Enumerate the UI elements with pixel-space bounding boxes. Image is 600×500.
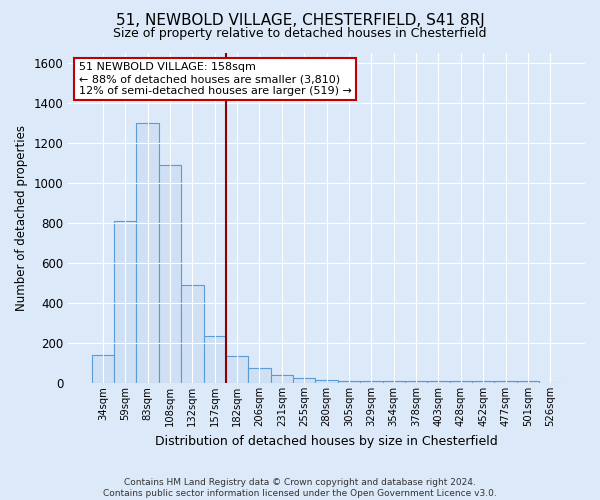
Bar (360, 381, 383, 383)
Bar (181, 285, 203, 383)
Bar (449, 381, 472, 383)
Bar (405, 381, 427, 383)
Bar (159, 164, 181, 383)
X-axis label: Distribution of detached houses by size in Chesterfield: Distribution of detached houses by size … (155, 434, 498, 448)
Bar (472, 381, 494, 383)
Bar (136, 122, 159, 383)
Text: 51, NEWBOLD VILLAGE, CHESTERFIELD, S41 8RJ: 51, NEWBOLD VILLAGE, CHESTERFIELD, S41 8… (116, 12, 484, 28)
Bar (316, 380, 338, 383)
Bar (494, 381, 517, 383)
Bar (92, 355, 114, 383)
Bar (114, 221, 136, 383)
Text: Size of property relative to detached houses in Chesterfield: Size of property relative to detached ho… (113, 28, 487, 40)
Bar (427, 381, 449, 383)
Bar (248, 368, 271, 383)
Bar (203, 336, 226, 383)
Bar (226, 356, 248, 383)
Bar (338, 381, 360, 383)
Bar (517, 381, 539, 383)
Y-axis label: Number of detached properties: Number of detached properties (15, 125, 28, 311)
Bar (271, 375, 293, 383)
Bar (293, 378, 316, 383)
Text: Contains HM Land Registry data © Crown copyright and database right 2024.
Contai: Contains HM Land Registry data © Crown c… (103, 478, 497, 498)
Text: 51 NEWBOLD VILLAGE: 158sqm
← 88% of detached houses are smaller (3,810)
12% of s: 51 NEWBOLD VILLAGE: 158sqm ← 88% of deta… (79, 62, 352, 96)
Bar (383, 381, 405, 383)
